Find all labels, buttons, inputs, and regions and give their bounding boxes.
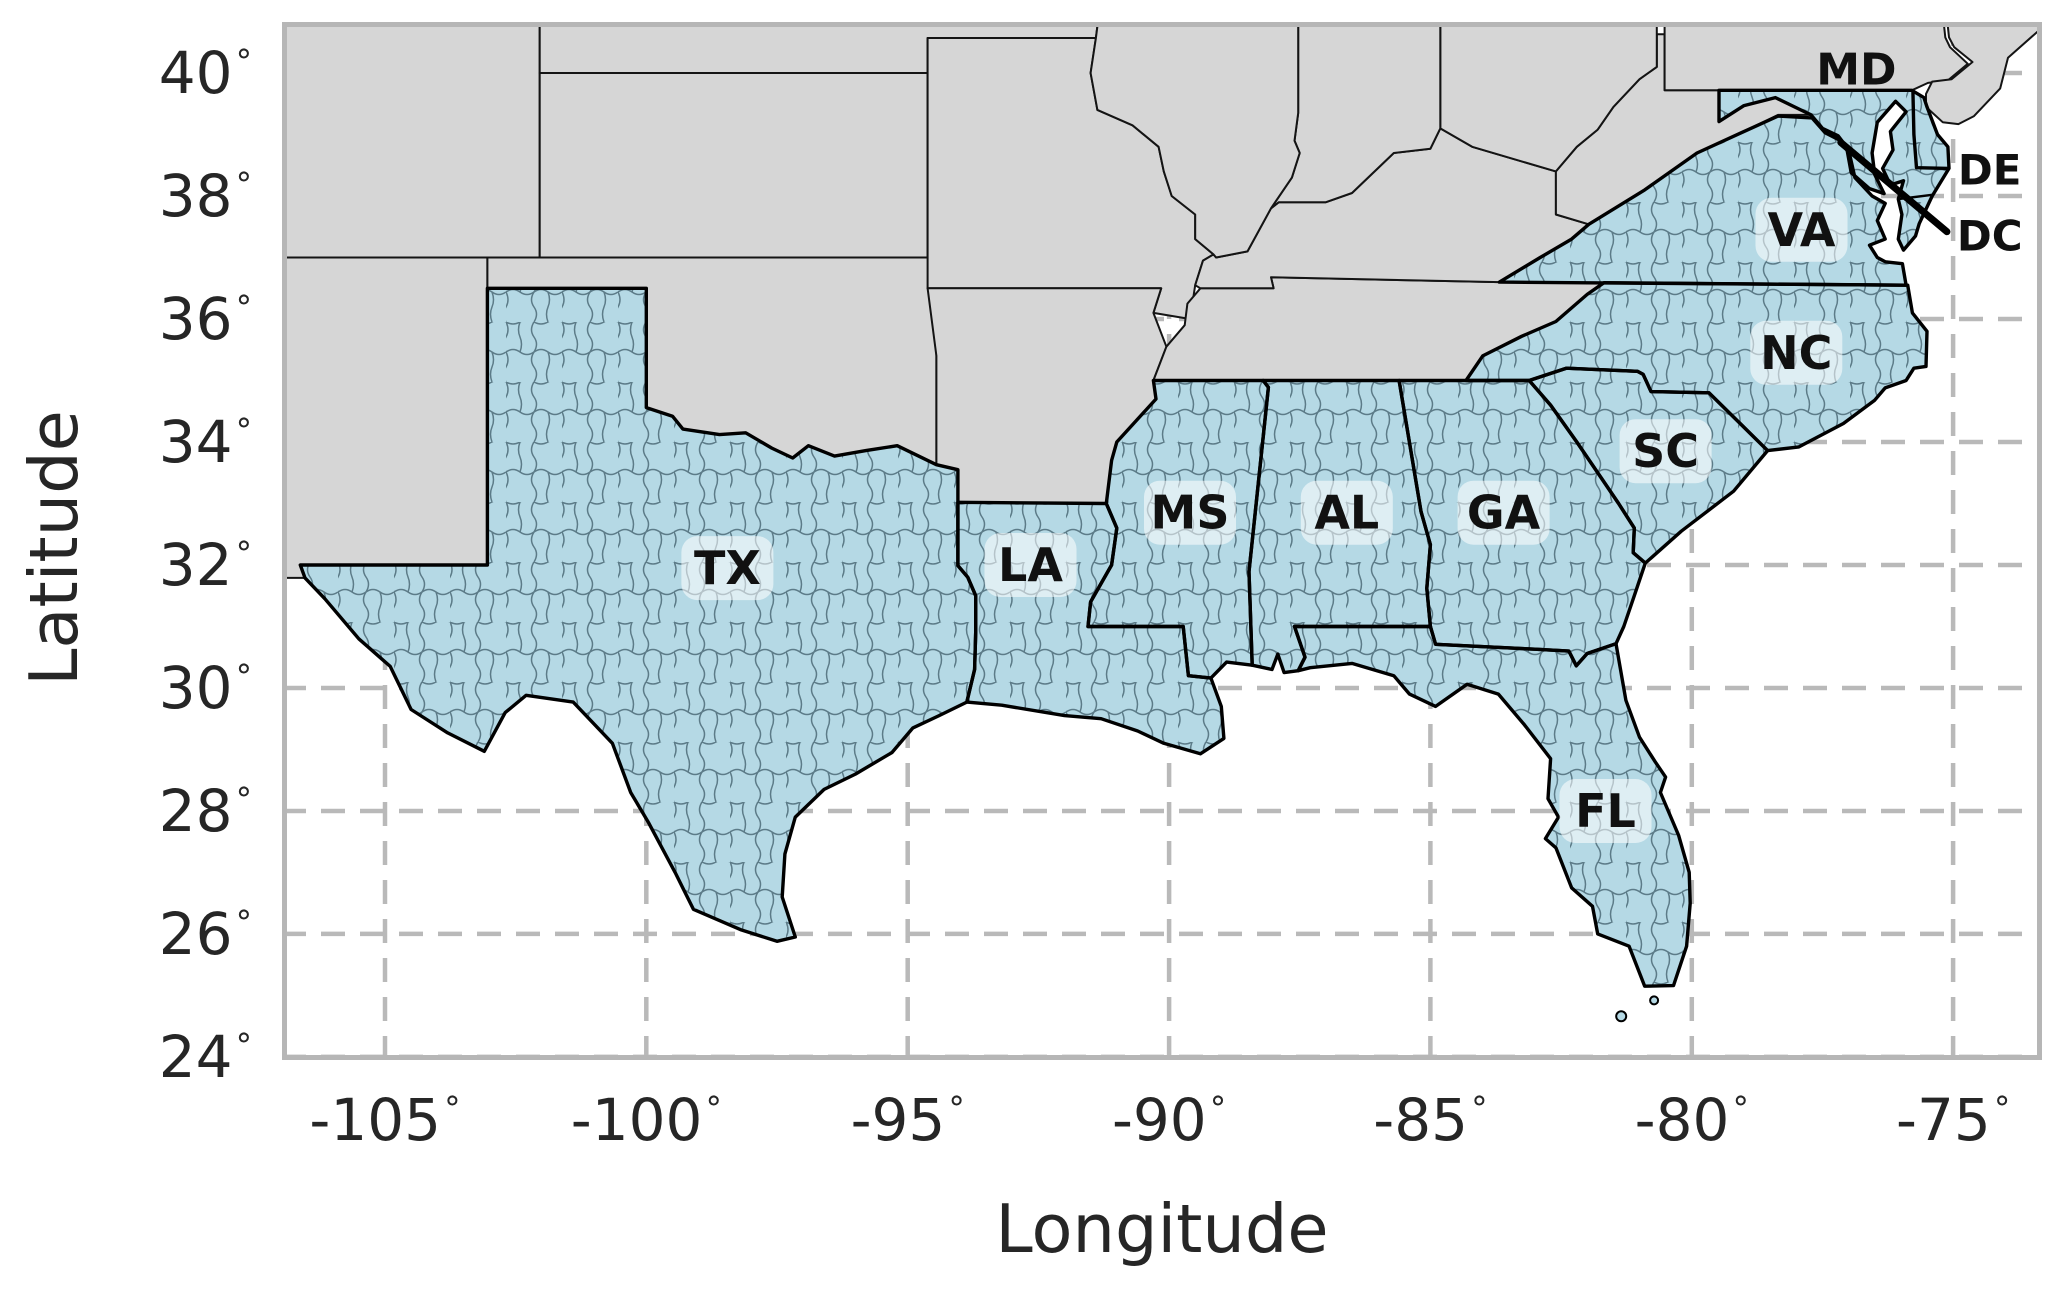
delaware-maryland-border — [1911, 90, 1950, 171]
y-tick-labels: 40° 38° 36° 34° 32° 30° 28° 26° 24° — [0, 0, 252, 1294]
state-label-box-MS — [1144, 480, 1236, 545]
degree-symbol: ° — [235, 165, 252, 204]
plot-area: TX LA MS AL GA FL SC NC VA MD DE DC — [282, 22, 2042, 1060]
degree-symbol: ° — [235, 1026, 252, 1065]
degree-symbol: ° — [235, 657, 252, 696]
state-label-box-LA — [984, 533, 1077, 597]
degree-symbol: ° — [235, 411, 252, 450]
florida-keys-west — [1615, 1010, 1628, 1023]
state-colorado — [282, 22, 541, 259]
state-label-MD: MD — [1816, 45, 1896, 96]
degree-symbol: ° — [1732, 1089, 1749, 1128]
x-tick-label: -105° — [309, 1086, 461, 1154]
state-new-mexico — [282, 256, 489, 579]
x-tick-label: -90° — [1111, 1086, 1227, 1154]
state-label-NC: NC — [1760, 326, 1832, 380]
state-new-jersey — [1925, 22, 2041, 126]
x-tick-label: -100° — [570, 1086, 722, 1154]
x-tick-label: -85° — [1373, 1086, 1488, 1154]
y-tick-label: 24° — [158, 1022, 252, 1091]
y-tick-label: 40° — [158, 39, 252, 108]
state-label-AL: AL — [1314, 486, 1379, 540]
degree-symbol: ° — [235, 780, 252, 819]
border-north-carolina — [1464, 281, 1929, 453]
state-labels: TX LA MS AL GA FL SC NC VA MD DE DC — [681, 45, 2023, 843]
map-svg: TX LA MS AL GA FL SC NC VA MD DE DC — [282, 22, 2042, 1060]
y-tick-label: 28° — [158, 776, 252, 845]
degree-symbol: ° — [235, 903, 252, 942]
y-tick-label: 34° — [158, 407, 252, 476]
florida-keys-east — [1649, 995, 1660, 1006]
y-tick-label: 26° — [158, 899, 252, 968]
map-layers: TX LA MS AL GA FL SC NC VA MD DE DC — [282, 22, 2042, 1060]
border-texas — [298, 286, 978, 943]
state-kansas — [538, 72, 929, 259]
islands — [1615, 995, 1660, 1023]
degree-symbol: ° — [235, 534, 252, 573]
x-tick-labels: -105° -100° -95° -90° -85° -80° -75° — [0, 1086, 2067, 1176]
y-tick-label: 36° — [158, 285, 252, 353]
dc-leader-line — [1837, 139, 1951, 236]
y-tick-label: 32° — [158, 530, 252, 599]
state-label-box-GA — [1457, 480, 1550, 545]
degree-symbol: ° — [444, 1089, 461, 1128]
state-label-box-VA — [1755, 197, 1848, 262]
state-label-box-NC — [1750, 320, 1843, 385]
counties-florida — [1294, 626, 1691, 987]
degree-symbol: ° — [1993, 1089, 2011, 1128]
state-label-DC: DC — [1957, 212, 2023, 261]
axes-frame — [282, 22, 2042, 1060]
x-tick-label: -80° — [1634, 1086, 1749, 1154]
state-label-LA: LA — [998, 538, 1063, 592]
degree-symbol: ° — [948, 1089, 965, 1128]
state-label-FL: FL — [1575, 784, 1636, 838]
counties-texas — [300, 288, 976, 942]
degree-symbol: ° — [1209, 1089, 1227, 1128]
state-label-SC: SC — [1632, 424, 1699, 478]
state-label-box-TX — [681, 536, 774, 601]
border-florida — [1292, 624, 1692, 988]
degree-symbol: ° — [705, 1089, 722, 1128]
degree-symbol: ° — [235, 288, 252, 327]
state-label-GA: GA — [1467, 486, 1541, 540]
degree-symbol: ° — [235, 42, 252, 81]
x-axis-title: Longitude — [995, 1190, 1329, 1268]
x-tick-label: -75° — [1896, 1086, 2011, 1154]
state-label-DE: DE — [1958, 146, 2022, 195]
state-borders — [298, 88, 1951, 988]
state-illinois — [1089, 22, 1301, 259]
state-label-TX: TX — [694, 541, 761, 595]
y-tick-label: 38° — [158, 162, 252, 231]
degree-symbol: ° — [1471, 1089, 1488, 1128]
state-label-VA: VA — [1767, 203, 1835, 257]
state-label-box-SC — [1619, 419, 1712, 484]
state-label-box-FL — [1559, 779, 1652, 843]
x-tick-label: -95° — [850, 1086, 965, 1154]
border-maryland-delaware — [1717, 88, 1951, 252]
state-label-box-AL — [1300, 480, 1393, 545]
state-label-MS: MS — [1151, 486, 1230, 540]
y-tick-label: 30° — [158, 653, 252, 722]
inactive-states — [282, 22, 2041, 579]
state-ohio — [1439, 22, 1658, 173]
